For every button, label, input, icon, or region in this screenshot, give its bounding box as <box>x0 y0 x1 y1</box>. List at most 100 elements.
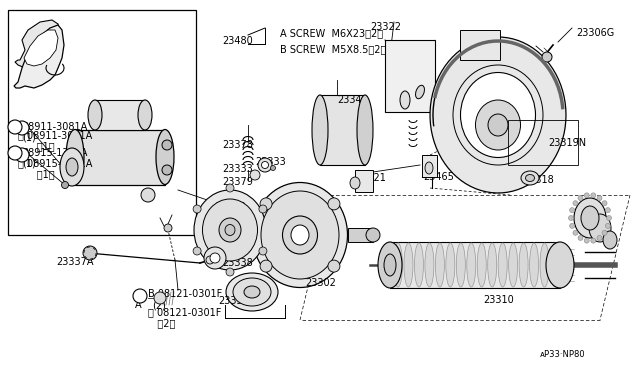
Circle shape <box>570 208 575 213</box>
Text: 23302: 23302 <box>305 278 336 288</box>
Text: 23310: 23310 <box>483 295 514 305</box>
Circle shape <box>570 223 575 228</box>
Ellipse shape <box>529 243 539 287</box>
Ellipse shape <box>204 247 226 269</box>
Text: 23333: 23333 <box>222 164 253 174</box>
Circle shape <box>162 165 172 175</box>
Ellipse shape <box>415 243 424 287</box>
Text: 08915-1381A: 08915-1381A <box>22 148 88 158</box>
Ellipse shape <box>225 224 235 235</box>
Bar <box>348 228 373 242</box>
Ellipse shape <box>461 73 536 157</box>
Circle shape <box>597 235 602 240</box>
Circle shape <box>8 120 22 134</box>
Circle shape <box>226 268 234 276</box>
Circle shape <box>591 238 596 243</box>
Ellipse shape <box>435 243 444 287</box>
Ellipse shape <box>253 183 348 288</box>
Ellipse shape <box>357 95 373 165</box>
Text: A SCREW  M6X23（2）: A SCREW M6X23（2） <box>280 28 383 38</box>
Text: 23378: 23378 <box>222 140 253 150</box>
Circle shape <box>602 201 607 206</box>
Circle shape <box>328 198 340 210</box>
Circle shape <box>8 146 22 160</box>
Ellipse shape <box>261 191 339 279</box>
Ellipse shape <box>589 214 611 242</box>
Bar <box>75 130 165 185</box>
Circle shape <box>83 246 97 260</box>
Circle shape <box>133 289 147 303</box>
Circle shape <box>568 215 573 221</box>
Ellipse shape <box>60 148 84 186</box>
Ellipse shape <box>66 129 84 185</box>
Circle shape <box>206 256 214 264</box>
Circle shape <box>15 148 29 162</box>
Ellipse shape <box>156 129 174 185</box>
Circle shape <box>605 208 611 213</box>
Bar <box>460 30 500 60</box>
Ellipse shape <box>210 253 220 263</box>
Ellipse shape <box>404 243 413 287</box>
Circle shape <box>61 182 68 189</box>
Circle shape <box>271 166 275 170</box>
Text: 23338: 23338 <box>222 258 253 268</box>
Text: 23354: 23354 <box>573 218 604 228</box>
Ellipse shape <box>384 254 396 276</box>
Ellipse shape <box>509 243 518 287</box>
Ellipse shape <box>262 161 269 169</box>
Circle shape <box>328 260 340 272</box>
Circle shape <box>141 188 155 202</box>
Ellipse shape <box>456 243 465 287</box>
Circle shape <box>193 205 201 213</box>
Text: N: N <box>19 124 25 132</box>
Circle shape <box>573 230 578 235</box>
Ellipse shape <box>546 242 574 288</box>
Text: 23318: 23318 <box>523 175 554 185</box>
Bar <box>355 170 373 192</box>
Ellipse shape <box>282 216 317 254</box>
Circle shape <box>259 247 267 255</box>
Text: 23337: 23337 <box>218 296 249 306</box>
Circle shape <box>578 196 583 201</box>
Ellipse shape <box>425 243 434 287</box>
Circle shape <box>584 238 589 243</box>
Ellipse shape <box>258 158 272 172</box>
Ellipse shape <box>66 158 78 176</box>
Bar <box>95 100 145 130</box>
Ellipse shape <box>477 243 486 287</box>
Ellipse shape <box>581 206 599 230</box>
Circle shape <box>542 52 552 62</box>
Circle shape <box>578 235 583 240</box>
Ellipse shape <box>603 231 617 249</box>
Ellipse shape <box>226 273 278 311</box>
Ellipse shape <box>467 243 476 287</box>
Text: 23379: 23379 <box>222 177 253 187</box>
Text: (1): (1) <box>22 132 36 142</box>
Ellipse shape <box>291 225 309 245</box>
Text: B: B <box>138 292 143 301</box>
Circle shape <box>573 201 578 206</box>
Ellipse shape <box>521 171 539 185</box>
Text: 23319N: 23319N <box>548 138 586 148</box>
Circle shape <box>591 193 596 198</box>
Text: 23343: 23343 <box>337 95 368 105</box>
Circle shape <box>193 247 201 255</box>
Text: (2): (2) <box>152 300 166 310</box>
Text: 23300: 23300 <box>215 202 246 212</box>
Circle shape <box>260 198 272 210</box>
Text: 23333: 23333 <box>255 157 285 167</box>
Ellipse shape <box>425 162 433 174</box>
Ellipse shape <box>400 91 410 109</box>
Ellipse shape <box>540 243 549 287</box>
Text: ᴀP33·NP80: ᴀP33·NP80 <box>540 350 586 359</box>
Ellipse shape <box>244 286 260 298</box>
Text: 23380: 23380 <box>287 253 317 263</box>
Text: 23321: 23321 <box>355 173 386 183</box>
Text: M: M <box>19 151 26 160</box>
Circle shape <box>597 196 602 201</box>
Ellipse shape <box>219 218 241 242</box>
Ellipse shape <box>350 177 360 189</box>
Ellipse shape <box>366 228 380 242</box>
Bar <box>320 95 365 165</box>
Text: 08911-3081A: 08911-3081A <box>22 122 87 132</box>
